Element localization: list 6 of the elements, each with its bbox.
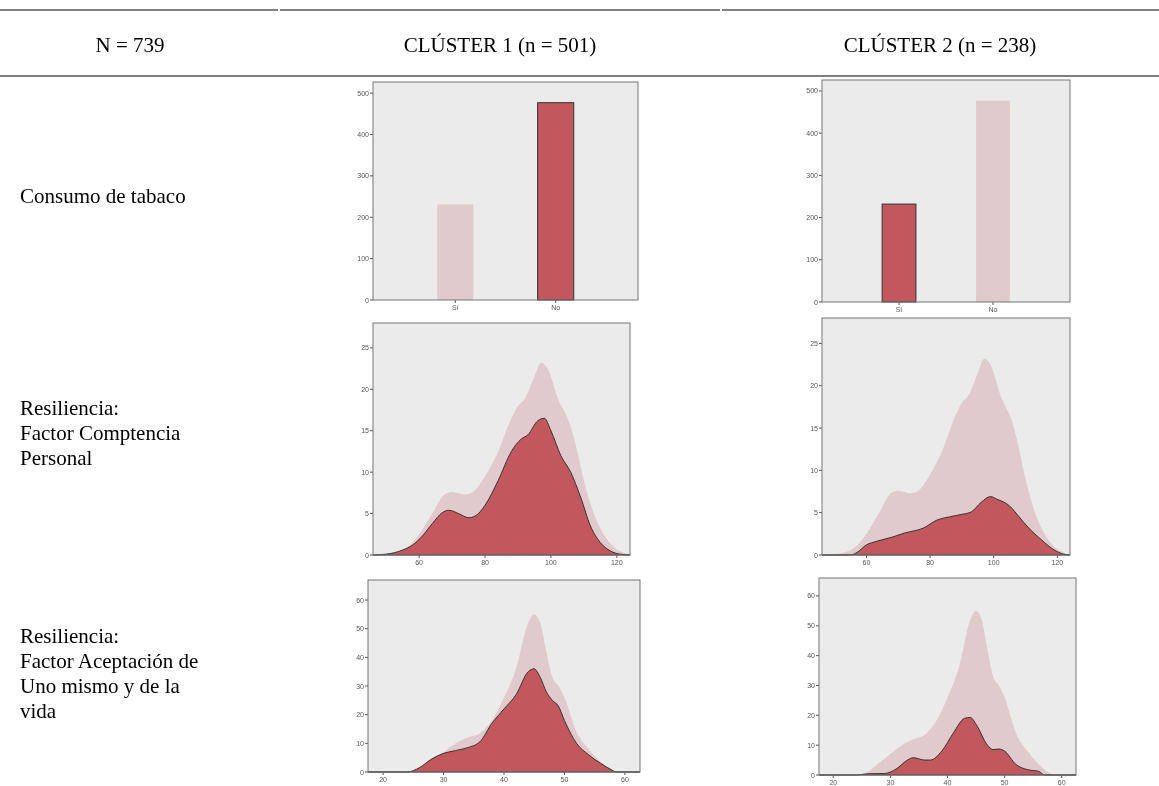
text: Resiliencia: Factor Aceptación de Uno mismo y de la vida: [20, 624, 199, 723]
text: Resiliencia: Factor Comptencia Personal: [20, 396, 182, 470]
text: CLÚSTER 1 (n = 501): [403, 33, 597, 57]
text: N = 739: [95, 33, 165, 57]
text: CLÚSTER 2 (n = 238): [843, 33, 1037, 57]
text: Consumo de tabaco: [20, 184, 186, 208]
